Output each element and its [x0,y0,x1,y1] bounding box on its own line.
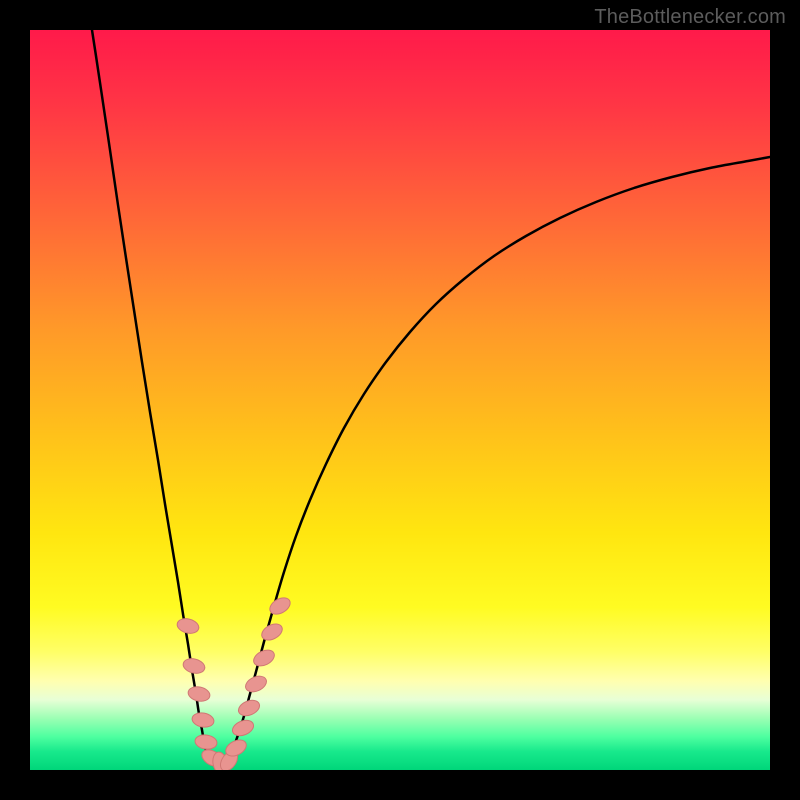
watermark-text: TheBottlenecker.com [594,6,786,29]
marker-3 [191,711,215,729]
marker-9 [230,717,256,738]
marker-0 [176,617,201,636]
marker-10 [236,697,262,718]
marker-1 [182,657,207,676]
chart-curves [30,30,770,770]
curve-left-branch [92,30,218,765]
marker-11 [243,673,269,695]
marker-13 [259,621,285,644]
plot-area [30,30,770,770]
marker-2 [187,685,211,703]
curve-right-branch [218,157,770,765]
marker-12 [251,647,277,669]
marker-4 [194,734,218,751]
